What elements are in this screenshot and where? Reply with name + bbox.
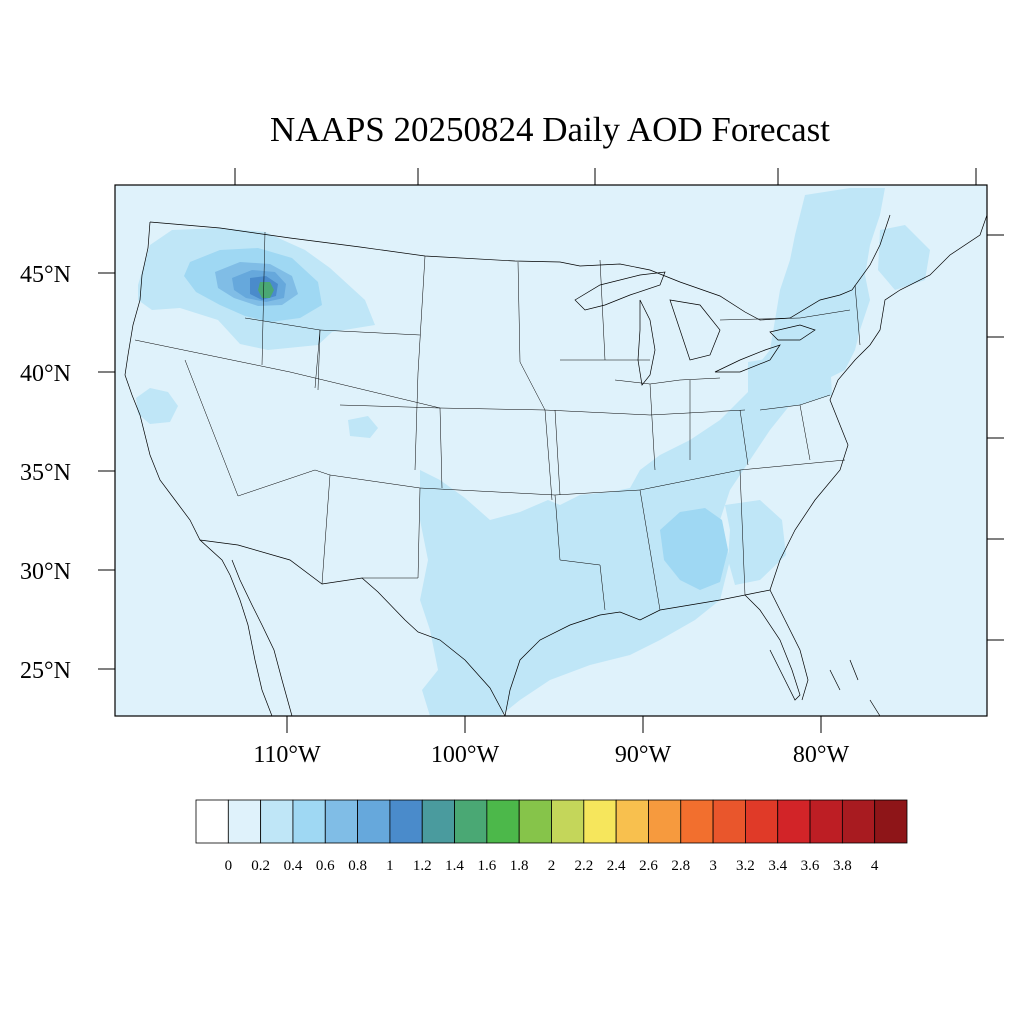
colorbar-labels: 0 0.2 0.4 0.6 0.8 1 1.2 1.4 1.6 1.8 2 2.2 2.4 2.6 2.8 3…	[225, 858, 879, 874]
map-outlines	[124, 214, 988, 717]
bahamas	[829, 659, 881, 717]
colorbar-label: 2.2	[574, 858, 593, 874]
lake-huron	[669, 299, 721, 361]
colorbar-label: 2.6	[639, 858, 658, 874]
gulf-coast	[504, 594, 801, 717]
colorbar-label: 0.6	[316, 858, 335, 874]
lake-erie	[714, 344, 781, 373]
colorbar-swatch	[680, 799, 714, 844]
us-canada-border	[149, 214, 891, 321]
colorbar-swatch	[357, 799, 391, 844]
colorbar-swatch	[874, 799, 908, 844]
colorbar-label: 3.8	[833, 858, 852, 874]
colorbar-label: 1.6	[477, 858, 496, 874]
plume-texas-gulf	[420, 370, 790, 716]
colorbar-swatch	[260, 799, 294, 844]
map-title: NAAPS 20250824 Daily AOD Forecast	[270, 110, 830, 149]
colorbar-label: 2.8	[671, 858, 690, 874]
lake-michigan	[637, 299, 656, 386]
right-ticks	[987, 234, 1004, 641]
plume-utah-colorado	[348, 416, 378, 438]
florida	[744, 589, 809, 701]
lat-label-35: 35°N	[20, 460, 71, 486]
colorbar-swatch	[389, 799, 423, 844]
left-ticks	[98, 272, 115, 670]
colorbar-swatch	[583, 799, 617, 844]
colorbar-swatch	[454, 799, 488, 844]
state-lines	[134, 231, 861, 611]
us-mexico-border	[199, 539, 506, 717]
colorbar-swatch	[227, 799, 262, 844]
colorbar-label: 1.4	[445, 858, 464, 874]
plume-idaho-max	[258, 282, 274, 298]
lon-label-110w: 110°W	[253, 742, 321, 768]
colorbar-swatch	[421, 799, 455, 844]
colorbar-label: 1.8	[510, 858, 529, 874]
colorbar-swatch	[551, 799, 585, 844]
colorbar-swatch	[777, 799, 811, 844]
colorbar-label: 1.2	[413, 858, 432, 874]
colorbar-label: 0.8	[348, 858, 367, 874]
colorbar-label: 3	[709, 858, 717, 874]
colorbar-swatch	[712, 799, 746, 844]
colorbar-swatch	[809, 799, 843, 844]
colorbar-swatch	[195, 799, 229, 844]
colorbar-swatch	[745, 799, 779, 844]
lon-label-80w: 80°W	[793, 742, 850, 768]
colorbar-label: 2	[548, 858, 556, 874]
plume-nevada	[136, 388, 178, 424]
lat-label-45: 45°N	[20, 262, 71, 288]
plume-southeast-outer	[725, 500, 786, 585]
lake-ontario	[769, 324, 816, 341]
pacific-coast	[124, 221, 231, 576]
colorbar-label: 2.4	[607, 858, 626, 874]
colorbar-label: 3.6	[801, 858, 820, 874]
lon-label-90w: 90°W	[615, 742, 672, 768]
lake-superior	[574, 271, 666, 311]
colorbar-label: 1	[386, 858, 394, 874]
aod-shading	[136, 188, 930, 716]
plume-alabama-georgia	[660, 508, 728, 590]
colorbar-swatch	[292, 799, 326, 844]
map-frame	[114, 184, 988, 717]
plume-pennsylvania	[748, 355, 832, 412]
colorbar-swatch	[841, 799, 876, 844]
top-ticks	[234, 168, 977, 185]
colorbar-swatch	[486, 799, 520, 844]
colorbar-label: 4	[871, 858, 879, 874]
colorbar-label: 0.2	[251, 858, 270, 874]
colorbar-label: 3.2	[736, 858, 755, 874]
colorbar-label: 0	[225, 858, 233, 874]
plume-quebec	[878, 225, 930, 290]
colorbar-swatch	[615, 799, 649, 844]
atlantic-coast	[769, 214, 988, 591]
bottom-ticks	[286, 716, 822, 733]
colorbar-swatch	[518, 799, 552, 844]
baja-coast	[229, 574, 273, 717]
colorbar	[195, 799, 908, 844]
lon-label-100w: 100°W	[431, 742, 500, 768]
lat-label-40: 40°N	[20, 361, 71, 387]
lat-label-30: 30°N	[20, 559, 71, 585]
lat-label-25: 25°N	[20, 658, 71, 684]
colorbar-label: 0.4	[284, 858, 303, 874]
colorbar-swatch	[324, 799, 358, 844]
colorbar-label: 3.4	[768, 858, 787, 874]
colorbar-swatch	[648, 799, 682, 844]
gulf-california-coast	[231, 559, 293, 717]
